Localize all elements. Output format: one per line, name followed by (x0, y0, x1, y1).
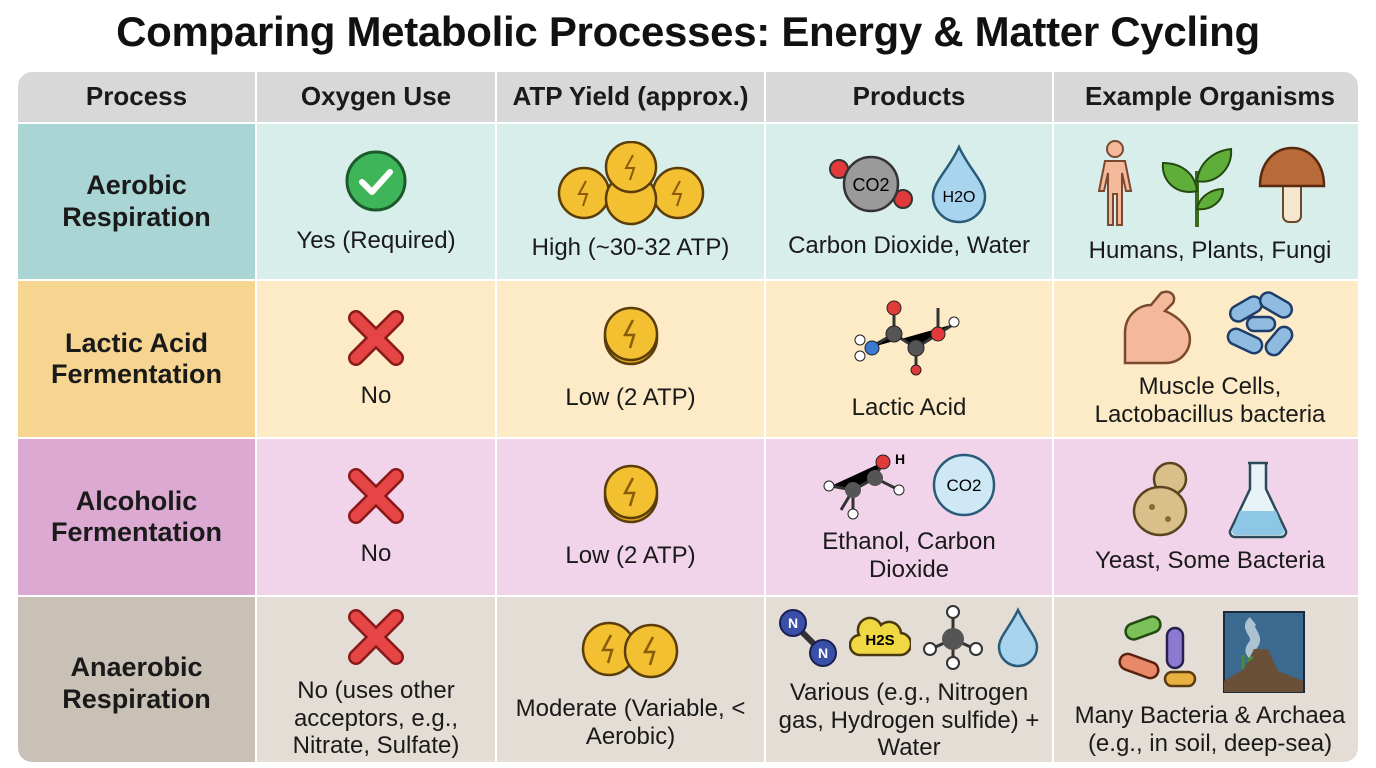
x-icon (348, 609, 404, 666)
process-cell: Anaerobic Respiration (18, 597, 255, 762)
oxygen-cell: No (257, 439, 495, 595)
bacteria-icon (1118, 615, 1197, 688)
svg-text:H: H (895, 451, 905, 467)
atp-cell: Moderate (Variable, < Aerobic) (497, 597, 764, 762)
co2-bubble-icon: CO2 (932, 454, 996, 517)
products-cell: Lactic Acid (766, 281, 1052, 437)
process-cell: Aerobic Respiration (18, 124, 255, 279)
oxygen-cell: No (257, 281, 495, 437)
oxygen-cell: Yes (Required) (257, 124, 495, 279)
svg-text:N: N (788, 615, 798, 631)
water-drop-icon (997, 607, 1039, 668)
svg-text:H2O: H2O (943, 189, 976, 206)
flask-icon (1228, 461, 1288, 539)
human-icon (1097, 139, 1133, 226)
header-products: Products (766, 72, 1052, 122)
check-icon (345, 150, 407, 212)
h2s-cloud-icon: H2S (849, 616, 911, 657)
muscle-arm-icon (1123, 290, 1192, 365)
n2-molecule-icon: NN (779, 609, 837, 668)
mushroom-icon (1258, 146, 1326, 223)
plant-icon (1161, 147, 1233, 227)
header-organisms: Example Organisms (1054, 72, 1358, 122)
deep-sea-vent-icon (1223, 610, 1305, 693)
organisms-cell: Humans, Plants, Fungi (1054, 124, 1358, 279)
atp-cell: Low (2 ATP) (497, 281, 764, 437)
methane-molecule-icon (923, 605, 983, 671)
comparison-table: Process Oxygen Use ATP Yield (approx.) P… (18, 72, 1358, 762)
header-atp: ATP Yield (approx.) (497, 72, 764, 122)
header-process: Process (18, 72, 255, 122)
lactic-acid-molecule-icon (854, 300, 960, 376)
atp-coin-icon (603, 464, 658, 524)
co2-molecule-icon: CO2 (829, 155, 913, 212)
process-cell: Lactic Acid Fermentation (18, 281, 255, 437)
atp-cell: High (~30-32 ATP) (497, 124, 764, 279)
header-oxygen: Oxygen Use (257, 72, 495, 122)
products-cell: H CO2 Ethanol, Carbon Dioxide (766, 439, 1052, 595)
page-title: Comparing Metabolic Processes: Energy & … (116, 8, 1260, 55)
atp-coin-icon (603, 306, 658, 366)
x-icon (348, 310, 404, 367)
bacteria-icon (1226, 291, 1294, 357)
svg-text:CO2: CO2 (947, 476, 982, 495)
svg-text:N: N (818, 645, 828, 661)
products-cell: CO2 H2O Carbon Dioxide, Water (766, 124, 1052, 279)
svg-text:CO2: CO2 (852, 175, 889, 195)
atp-coins-icon (581, 621, 678, 679)
organisms-cell: Yeast, Some Bacteria (1054, 439, 1358, 595)
water-drop-icon: H2O (931, 143, 987, 223)
atp-cell: Low (2 ATP) (497, 439, 764, 595)
atp-coins-icon (557, 141, 704, 226)
organisms-cell: Muscle Cells, Lactobacillus bacteria (1054, 281, 1358, 437)
process-cell: Alcoholic Fermentation (18, 439, 255, 595)
svg-text:H2S: H2S (865, 632, 894, 649)
x-icon (348, 468, 404, 525)
oxygen-cell: No (uses other acceptors, e.g., Nitrate,… (257, 597, 495, 762)
ethanol-molecule-icon: H (823, 451, 905, 520)
yeast-icon (1132, 461, 1188, 537)
organisms-cell: Many Bacteria & Archaea (e.g., in soil, … (1054, 597, 1358, 762)
